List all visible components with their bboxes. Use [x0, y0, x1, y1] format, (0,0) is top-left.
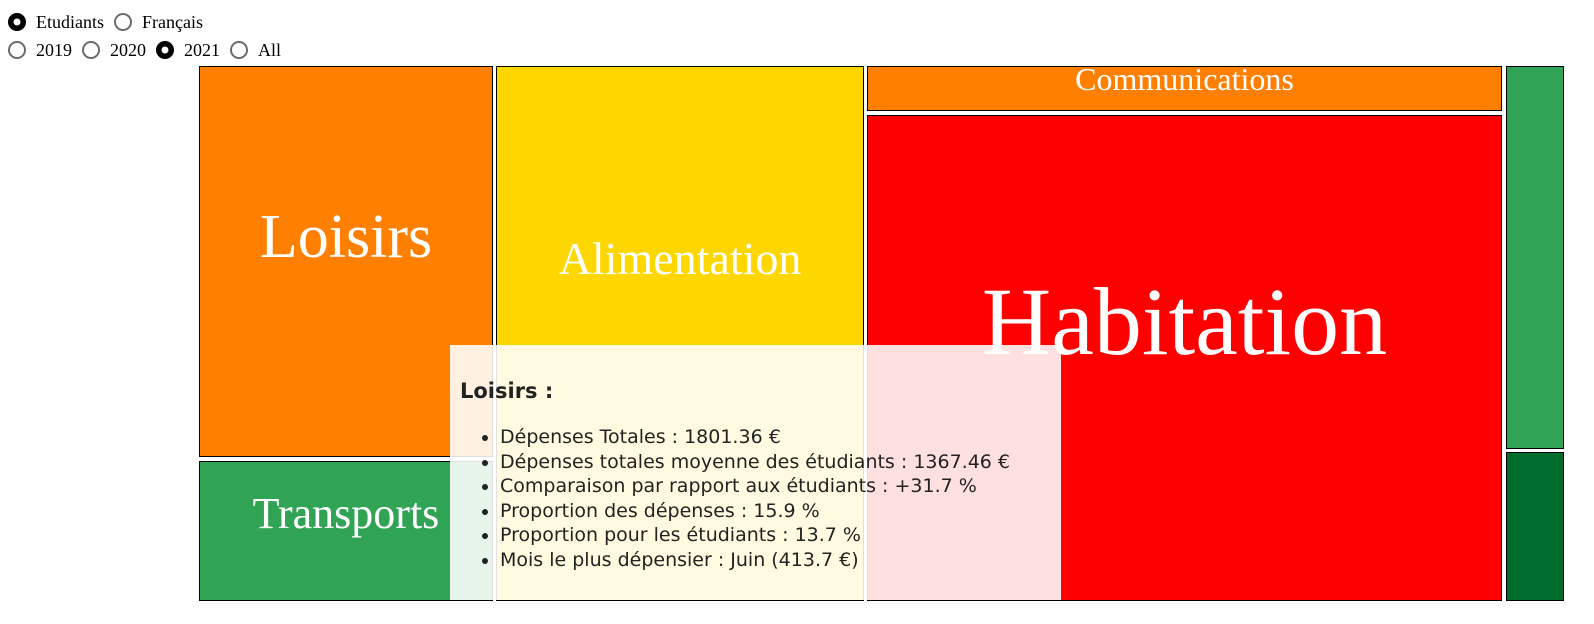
radio-francais[interactable]: Français: [114, 8, 203, 36]
tile-label-communications: Communications: [1075, 66, 1294, 97]
radio-2019-label: 2019: [36, 40, 72, 60]
filter-controls: Etudiants Français 2019 2020 2021 All: [8, 8, 291, 64]
radio-2020[interactable]: 2020: [82, 36, 146, 64]
treemap-tile-alimentation[interactable]: Alimentation: [496, 66, 864, 601]
radio-2021[interactable]: 2021: [156, 36, 220, 64]
radio-2021-label: 2021: [184, 40, 220, 60]
radio-2020-label: 2020: [110, 40, 146, 60]
radio-francais-circle[interactable]: [114, 13, 132, 31]
treemap-tile-communications[interactable]: Communications: [867, 66, 1502, 111]
radio-2019[interactable]: 2019: [8, 36, 72, 64]
tile-label-transports: Transports: [252, 489, 440, 538]
treemap-tile-loisirs[interactable]: Loisirs: [199, 66, 493, 457]
treemap-tile-transports[interactable]: Transports: [199, 461, 493, 601]
radio-all-circle[interactable]: [230, 41, 248, 59]
radio-all-label: All: [258, 40, 282, 60]
tile-label-loisirs: Loisirs: [259, 203, 433, 271]
treemap-tile-green-1[interactable]: [1506, 66, 1564, 449]
radio-etudiants[interactable]: Etudiants: [8, 8, 104, 36]
radio-etudiants-label: Etudiants: [36, 12, 104, 32]
population-radio-group: Etudiants Français: [8, 8, 291, 36]
radio-etudiants-circle[interactable]: [8, 13, 26, 31]
radio-2020-circle[interactable]: [82, 41, 100, 59]
tile-label-alimentation: Alimentation: [558, 233, 802, 284]
treemap-tile-habitation[interactable]: Habitation: [867, 115, 1502, 601]
year-radio-group: 2019 2020 2021 All: [8, 36, 291, 64]
radio-2021-circle[interactable]: [156, 41, 174, 59]
radio-all[interactable]: All: [230, 36, 281, 64]
treemap-tile-green-2[interactable]: [1506, 452, 1564, 601]
radio-2019-circle[interactable]: [8, 41, 26, 59]
radio-francais-label: Français: [142, 12, 203, 32]
tile-label-habitation: Habitation: [981, 268, 1388, 375]
